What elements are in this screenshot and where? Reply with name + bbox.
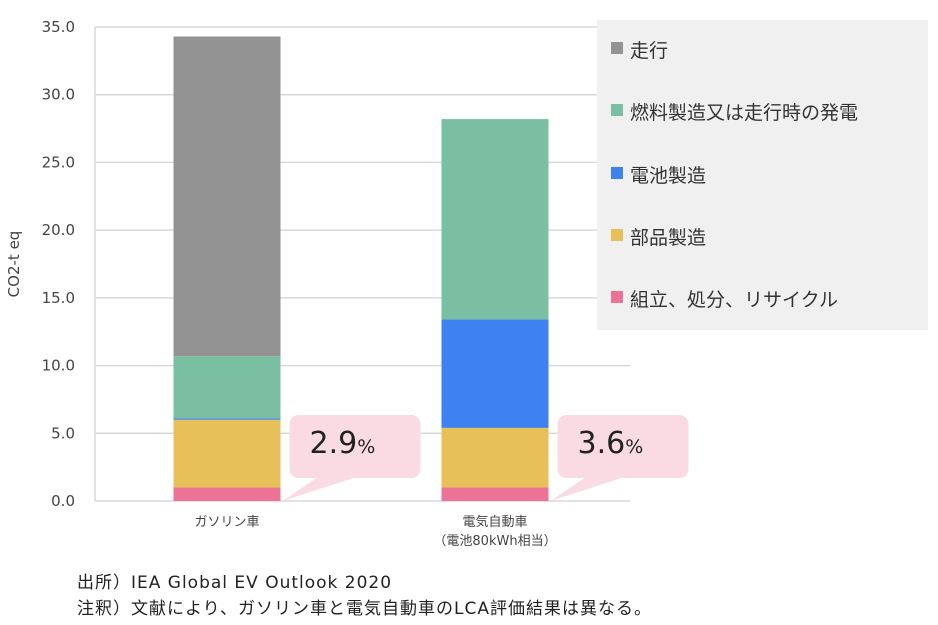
- legend-swatch: [611, 104, 623, 116]
- x-category-sublabel: （電池80kWh相当）: [433, 534, 556, 549]
- bar-segment: [173, 419, 281, 488]
- x-category-label: 電気自動車: [462, 514, 527, 530]
- legend-swatch: [611, 42, 623, 54]
- callout-box: [557, 415, 689, 478]
- bar-segment: [441, 319, 549, 428]
- bar-segment: [441, 487, 549, 501]
- bar-segment: [173, 356, 281, 419]
- legend-label: 燃料製造又は走行時の発電: [630, 102, 858, 124]
- y-tick-label: 25.0: [42, 153, 75, 171]
- legend-swatch: [611, 291, 623, 303]
- legend-box: [597, 20, 928, 330]
- y-tick-label: 35.0: [42, 18, 75, 36]
- x-category-label: ガソリン車: [194, 515, 259, 530]
- bar-segment: [173, 487, 281, 501]
- callout-percentage: 3.6%: [578, 426, 644, 461]
- bar-segment: [441, 119, 549, 320]
- bar-segment: [173, 418, 281, 420]
- legend-label: 組立、処分、リサイクル: [630, 289, 838, 311]
- callout-box: [289, 415, 421, 478]
- y-tick-label: 30.0: [42, 86, 75, 104]
- legend-swatch: [611, 167, 623, 179]
- y-tick-label: 5.0: [51, 424, 75, 442]
- bar-segment: [441, 427, 549, 488]
- y-tick-label: 0.0: [51, 492, 75, 510]
- y-axis-label: CO2-t eq: [5, 231, 23, 298]
- y-tick-label: 15.0: [42, 289, 75, 307]
- legend-label: 部品製造: [630, 227, 706, 249]
- callout-tail: [282, 476, 360, 501]
- callout-percentage: 2.9%: [310, 426, 376, 461]
- y-tick-label: 20.0: [42, 221, 75, 239]
- legend-label: 走行: [630, 40, 668, 62]
- legend-label: 電池製造: [630, 165, 706, 187]
- bar-segment: [173, 36, 281, 357]
- callout-tail: [550, 476, 628, 501]
- legend-swatch: [611, 229, 623, 241]
- source-note: 出所）IEA Global EV Outlook 2020: [77, 573, 393, 593]
- y-tick-label: 10.0: [42, 357, 75, 375]
- remark-note: 注釈）文献により、ガソリン車と電気自動車のLCA評価結果は異なる。: [77, 599, 652, 619]
